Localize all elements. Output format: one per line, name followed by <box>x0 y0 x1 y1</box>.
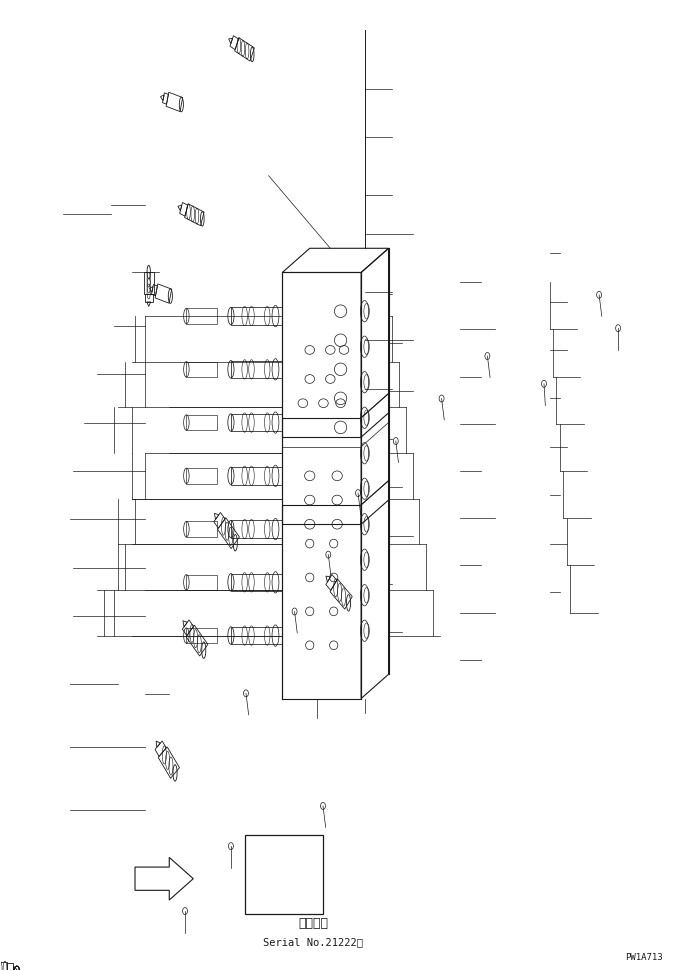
Text: PW1A713: PW1A713 <box>625 953 663 961</box>
Bar <box>245 835 323 915</box>
Text: Serial No.21222～: Serial No.21222～ <box>264 938 363 948</box>
Text: 通用号機: 通用号機 <box>298 917 328 929</box>
